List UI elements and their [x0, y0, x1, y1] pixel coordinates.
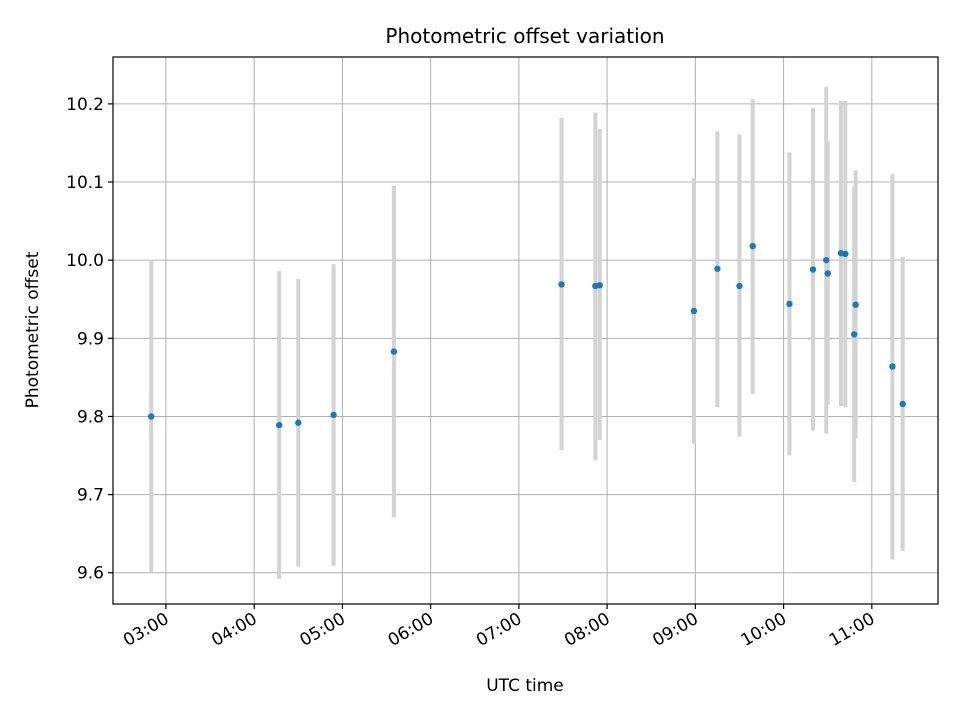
data-point — [690, 307, 698, 315]
plot-frame — [112, 56, 939, 605]
x-axis-title: UTC time — [486, 676, 564, 696]
y-axis-title: Photometric offset — [23, 251, 43, 408]
y-tick-label: 9.9 — [77, 329, 104, 349]
y-tick-label: 10.2 — [66, 95, 104, 115]
data-point — [823, 256, 830, 264]
y-tick-label: 10.0 — [66, 251, 104, 271]
data-point — [295, 419, 302, 426]
data-point — [390, 348, 398, 355]
data-point — [899, 400, 906, 408]
data-point — [275, 421, 283, 429]
chart-title: Photometric offset variation — [385, 24, 664, 48]
data-point — [889, 363, 896, 370]
y-tick-label: 10.1 — [66, 173, 104, 193]
y-tick-label: 9.8 — [77, 407, 104, 427]
y-axis: 9.6 9.7 9.8 9.9 10.0 10.1 10.2 — [66, 95, 113, 584]
data-point — [714, 265, 721, 272]
data-point — [809, 266, 817, 273]
data-point — [850, 331, 858, 338]
y-tick-label: 9.6 — [77, 564, 104, 584]
data-point — [852, 301, 859, 308]
data-point — [148, 413, 155, 420]
data-point — [842, 250, 849, 258]
y-tick-label: 9.7 — [77, 486, 104, 506]
data-point — [736, 282, 743, 290]
data-point — [596, 281, 603, 289]
data-points — [148, 242, 906, 429]
data-point — [786, 300, 793, 308]
data-point — [558, 281, 565, 288]
data-point — [749, 242, 756, 250]
data-point — [330, 411, 337, 419]
data-point — [824, 270, 831, 277]
